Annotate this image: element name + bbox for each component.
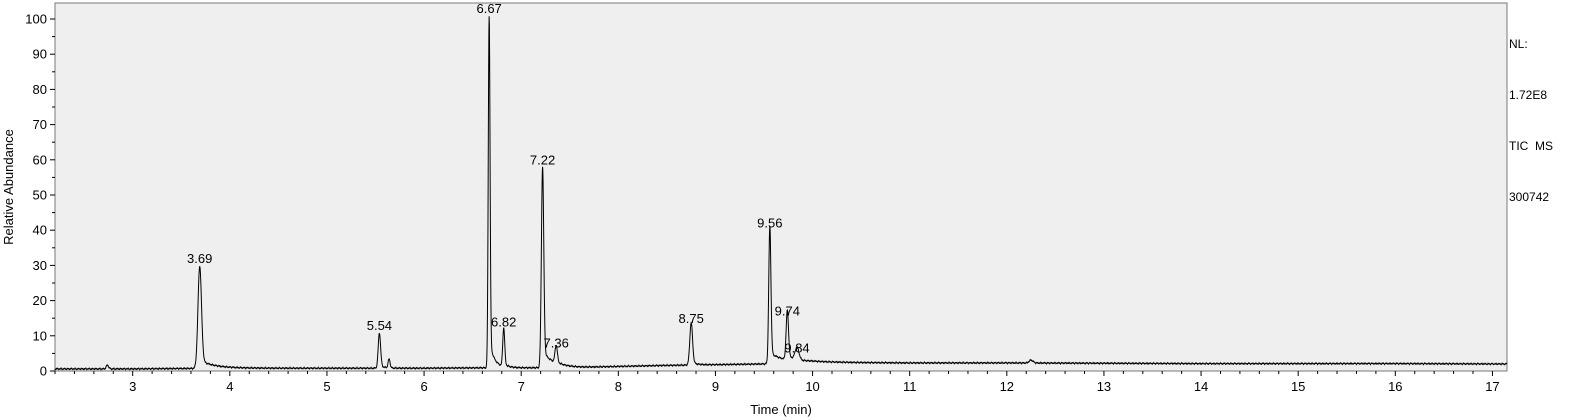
y-tick-label: 80 <box>33 82 47 97</box>
peak-label: 9.84 <box>784 341 809 356</box>
peak-label: 6.82 <box>491 314 516 329</box>
x-tick-label: 8 <box>615 379 622 394</box>
x-tick-label: 17 <box>1485 379 1499 394</box>
peak-label: 3.69 <box>187 251 212 266</box>
tic-trace <box>54 16 1508 371</box>
x-axis-title: Time (min) <box>750 402 812 417</box>
y-tick-label: 100 <box>25 12 47 27</box>
y-tick-label: 10 <box>33 328 47 343</box>
x-tick-label: 4 <box>226 379 233 394</box>
nl-value: 1.72E8 <box>1509 88 1548 102</box>
peak-label: 7.22 <box>530 152 555 167</box>
x-tick-label: 16 <box>1388 379 1402 394</box>
x-tick-label: 12 <box>1000 379 1014 394</box>
peak-label: 8.75 <box>679 311 704 326</box>
x-tick-label: 11 <box>903 379 917 394</box>
scan-info-panel: NL: 1.72E8 TIC MS 300742 <box>1509 2 1553 223</box>
x-tick-label: 3 <box>129 379 136 394</box>
y-tick-label: 20 <box>33 293 47 308</box>
nl-label: NL: <box>1509 37 1528 51</box>
x-tick-label: 14 <box>1194 379 1208 394</box>
x-tick-label: 6 <box>420 379 427 394</box>
y-tick-label: 0 <box>40 364 47 379</box>
x-tick-label: 5 <box>323 379 330 394</box>
sample-id: 300742 <box>1509 190 1550 204</box>
x-tick-label: 15 <box>1291 379 1305 394</box>
x-axis: 3 4 5 6 7 8 9 10 11 12 13 14 15 16 17 <box>54 371 1500 394</box>
x-tick-label: 13 <box>1097 379 1111 394</box>
peak-label: 9.56 <box>757 216 782 231</box>
peak-label: 5.54 <box>367 318 392 333</box>
peak-labels: 3.69 5.54 6.67 6.82 7.22 7.36 8.75 9.56 9.74 9.84 <box>187 1 810 356</box>
y-tick-label: 70 <box>33 117 47 132</box>
peak-label: 9.74 <box>775 304 800 319</box>
y-tick-label: 40 <box>33 223 47 238</box>
y-tick-label: 60 <box>33 152 47 167</box>
x-tick-label: 9 <box>712 379 719 394</box>
y-tick-label: 30 <box>33 258 47 273</box>
peak-label: 6.67 <box>476 1 501 16</box>
y-axis: 0 10 20 30 40 50 60 70 80 90 100 <box>25 12 55 379</box>
scan-type: TIC MS <box>1509 139 1553 153</box>
x-tick-label: 10 <box>805 379 819 394</box>
peak-label: 7.36 <box>544 335 569 350</box>
y-axis-title: Relative Abundance <box>1 129 16 245</box>
y-tick-label: 50 <box>33 188 47 203</box>
y-tick-label: 90 <box>33 47 47 62</box>
x-tick-label: 7 <box>518 379 525 394</box>
plot-area <box>54 2 1508 372</box>
